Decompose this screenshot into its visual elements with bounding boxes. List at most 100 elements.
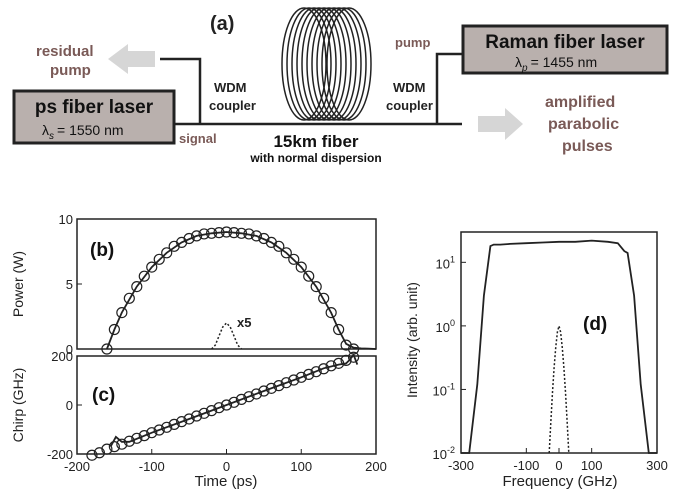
chart-c-marker bbox=[243, 391, 255, 403]
chart-c-marker bbox=[108, 441, 120, 453]
chart-b-marker bbox=[198, 228, 210, 240]
chart-d-panel-label: (d) bbox=[583, 314, 607, 335]
chart-c-marker bbox=[176, 416, 188, 428]
chart-c-ylabel: Chirp (GHz) bbox=[10, 368, 26, 443]
chart-c-marker bbox=[318, 363, 330, 375]
chart-d-series bbox=[461, 239, 657, 454]
chart-c-marker bbox=[228, 396, 240, 408]
chart-c-marker bbox=[86, 449, 98, 461]
chart-b-marker bbox=[153, 253, 165, 265]
panel-a-label: (a) bbox=[210, 13, 234, 35]
chart-d-xtick-label: 300 bbox=[646, 458, 668, 473]
raman-fiber-laser-wavelength: λp = 1455 nm bbox=[515, 54, 597, 74]
chart-c-marker bbox=[347, 351, 360, 363]
schematic-panel: (a) residual pump ps fiber laser λs = 155… bbox=[12, 7, 669, 165]
chart-c-xtick-label: 200 bbox=[365, 459, 387, 474]
chart-b-marker bbox=[146, 261, 158, 273]
chart-c-xtick-label: 0 bbox=[223, 459, 230, 474]
chart-c-marker bbox=[213, 402, 225, 414]
wdm-right-label-line2: coupler bbox=[386, 98, 433, 113]
chart-d-xtick-label: -300 bbox=[448, 458, 474, 473]
residual-pump-label-line1: residual bbox=[36, 43, 94, 60]
chart-b-marker bbox=[220, 226, 233, 238]
chart-c-xtick-label: 100 bbox=[290, 459, 312, 474]
chart-c-marker bbox=[138, 430, 150, 442]
wdm-right-label-line1: WDM bbox=[393, 80, 426, 95]
chart-b-ticks: 0 5 10 bbox=[59, 212, 82, 357]
fiber-title: 15km fiber bbox=[273, 132, 358, 151]
chart-c-marker bbox=[183, 413, 195, 425]
fiber-subtitle: with normal dispersion bbox=[249, 151, 381, 165]
chart-d-xtick-label: 0 bbox=[555, 458, 562, 473]
chart-b-marker bbox=[310, 281, 322, 293]
chart-d-ticks: -300 -100 0 100 300 101 100 10-1 10-2 bbox=[433, 254, 668, 473]
chart-c-marker bbox=[325, 360, 337, 372]
chart-b-marker bbox=[108, 323, 120, 336]
chart-c-marker bbox=[258, 385, 270, 397]
chart-b-marker bbox=[318, 292, 330, 304]
raman-fiber-laser-title: Raman fiber laser bbox=[485, 32, 645, 53]
chart-b-marker bbox=[101, 343, 113, 355]
chart-c-marker bbox=[153, 424, 165, 436]
chart-b-panel-label: (b) bbox=[90, 240, 114, 261]
chart-b-marker bbox=[131, 281, 143, 293]
chart-c-marker bbox=[123, 435, 135, 447]
chart-b-marker bbox=[228, 227, 240, 239]
chart-d-frame bbox=[460, 231, 658, 454]
chart-c-marker bbox=[116, 438, 128, 450]
output-label-line3: pulses bbox=[562, 138, 613, 155]
chart-d-xtick-label: 100 bbox=[581, 458, 603, 473]
chart-b: (b) Power (W) x5 0 5 10 bbox=[10, 212, 377, 357]
residual-pump-arrow bbox=[108, 44, 155, 74]
ps-fiber-laser-title: ps fiber laser bbox=[35, 97, 154, 118]
chart-b-marker bbox=[235, 227, 248, 239]
wdm-left-label-line1: WDM bbox=[214, 80, 247, 95]
output-label-line2: parabolic bbox=[548, 116, 619, 133]
chart-c-marker bbox=[168, 418, 180, 430]
chart-b-marker bbox=[250, 230, 262, 242]
output-label-line1: amplified bbox=[545, 94, 615, 111]
chart-d: (d) Intensity (arb. unit) Frequency (GHz… bbox=[404, 231, 668, 490]
chart-b-marker bbox=[280, 247, 292, 259]
chart-b-marker bbox=[138, 270, 150, 282]
chart-d-xtick-label: -100 bbox=[513, 458, 539, 473]
chart-b-marker bbox=[183, 232, 195, 245]
residual-pump-label-line2: pump bbox=[50, 62, 91, 79]
chart-c-marker bbox=[265, 382, 277, 394]
chart-b-annotation: x5 bbox=[237, 315, 251, 330]
chart-c-marker bbox=[131, 432, 143, 444]
chart-b-frame bbox=[76, 218, 377, 350]
chart-c-marker bbox=[310, 366, 322, 378]
chart-d-xlabel: Frequency (GHz) bbox=[502, 473, 617, 490]
ps-fiber-laser-wavelength: λs = 1550 nm bbox=[42, 122, 124, 142]
output-arrow bbox=[478, 108, 523, 140]
chart-b-dashed-line bbox=[211, 321, 243, 350]
chart-d-ytick-label: 10-2 bbox=[433, 445, 455, 462]
chart-d-ytick-label: 10-1 bbox=[433, 381, 455, 398]
ps-fiber-laser-box bbox=[12, 89, 176, 145]
raman-fiber-laser-box bbox=[461, 24, 669, 75]
chart-b-marker bbox=[205, 227, 218, 239]
chart-b-marker bbox=[333, 323, 345, 336]
chart-b-ytick-label: 0 bbox=[66, 342, 73, 357]
chart-c: (c) Chirp (GHz) Time (ps) -200 0 200 -200 -1… bbox=[10, 349, 387, 490]
chart-c-marker bbox=[288, 374, 300, 386]
chart-c-marker bbox=[205, 405, 218, 417]
chart-b-marker bbox=[243, 228, 255, 240]
chart-c-ytick-label: 200 bbox=[51, 349, 73, 364]
chart-b-marker bbox=[123, 292, 135, 304]
signal-label: signal bbox=[179, 131, 217, 146]
chart-b-marker bbox=[295, 261, 307, 273]
chart-b-series bbox=[101, 226, 377, 355]
chart-c-series bbox=[86, 351, 360, 461]
chart-d-ytick-label: 100 bbox=[436, 318, 455, 335]
chart-b-marker bbox=[288, 253, 300, 265]
chart-d-ylabel: Intensity (arb. unit) bbox=[404, 282, 420, 398]
chart-c-marker bbox=[198, 407, 210, 419]
chart-b-ylabel: Power (W) bbox=[10, 251, 26, 317]
chart-c-marker bbox=[295, 371, 307, 383]
chart-c-marker bbox=[340, 354, 352, 367]
chart-c-ytick-label: 0 bbox=[66, 398, 73, 413]
chart-d-ytick-label: 101 bbox=[436, 254, 455, 271]
chart-c-marker bbox=[250, 388, 262, 400]
